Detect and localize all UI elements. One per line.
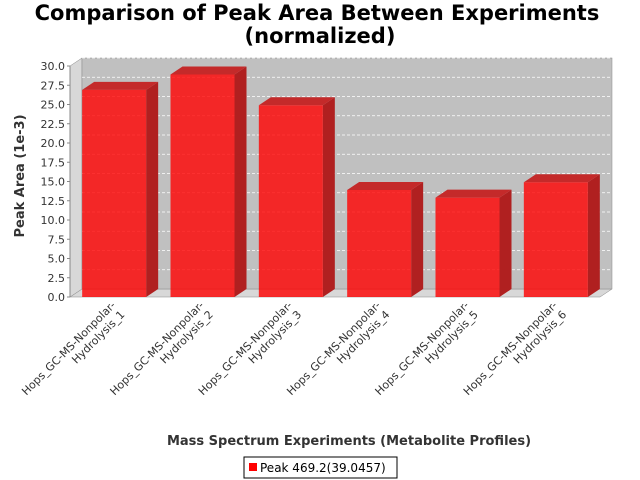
- bar-front: [347, 189, 412, 297]
- chart-title-line1: Comparison of Peak Area Between Experime…: [35, 1, 600, 25]
- bar: [347, 181, 424, 297]
- legend-label: Peak 469.2(39.0457): [260, 461, 386, 475]
- bar-front: [82, 89, 147, 298]
- bar-top: [170, 66, 247, 75]
- bar-side: [146, 81, 159, 298]
- bar-side: [499, 189, 512, 297]
- bar-side: [411, 181, 424, 297]
- bar: [523, 174, 600, 297]
- bar: [435, 189, 512, 297]
- legend-swatch: [249, 463, 257, 471]
- x-axis-categories: Hops_GC-MS-Nonpolar-Hydrolysis_1Hops_GC-…: [19, 299, 569, 398]
- legend-box: [243, 456, 398, 479]
- bar-top: [435, 189, 512, 198]
- bar-side: [234, 66, 247, 297]
- chart-title-line2: (normalized): [245, 24, 396, 48]
- bar-front: [170, 74, 235, 297]
- y-tick-label: 0.0: [48, 291, 66, 304]
- bar: [82, 81, 159, 298]
- y-tick-label: 20.0: [41, 137, 66, 150]
- y-tick-label: 27.5: [41, 79, 66, 92]
- x-axis-label: Mass Spectrum Experiments (Metabolite Pr…: [167, 434, 531, 449]
- bar-top: [347, 181, 424, 190]
- bar-side: [322, 97, 335, 298]
- y-axis-ticks: 0.0 2.5 5.0 7.5 10.0 12.5 15.0 17.5 20.0 22.5 25.0…: [41, 57, 612, 304]
- legend: Peak 469.2(39.0457): [243, 456, 398, 479]
- bar-front: [435, 197, 500, 297]
- y-tick-label: 5.0: [48, 253, 66, 266]
- plot-left-wall: [69, 57, 83, 298]
- bar-front: [523, 182, 588, 297]
- y-tick-label: 25.0: [41, 99, 66, 112]
- y-tick-label: 17.5: [41, 156, 66, 169]
- category-label-line1: Hops_GC-MS-Nonpolar-: [19, 299, 118, 398]
- bar-front: [258, 105, 323, 298]
- bar: [170, 66, 247, 297]
- y-tick-label: 22.5: [41, 118, 66, 131]
- y-tick-label: 12.5: [41, 195, 66, 208]
- y-tick-label: 2.5: [48, 272, 66, 285]
- bar: [258, 97, 335, 298]
- bar-top: [82, 81, 159, 90]
- bar-series: [82, 66, 600, 298]
- bar-side: [587, 174, 600, 297]
- bar-top: [258, 97, 335, 106]
- y-tick-label: 7.5: [48, 233, 66, 246]
- y-tick-label: 10.0: [41, 214, 66, 227]
- y-axis-label: Peak Area (1e-3): [13, 114, 28, 237]
- y-tick-label: 30.0: [41, 60, 66, 73]
- y-tick-label: 15.0: [41, 176, 66, 189]
- bar-top: [523, 174, 600, 183]
